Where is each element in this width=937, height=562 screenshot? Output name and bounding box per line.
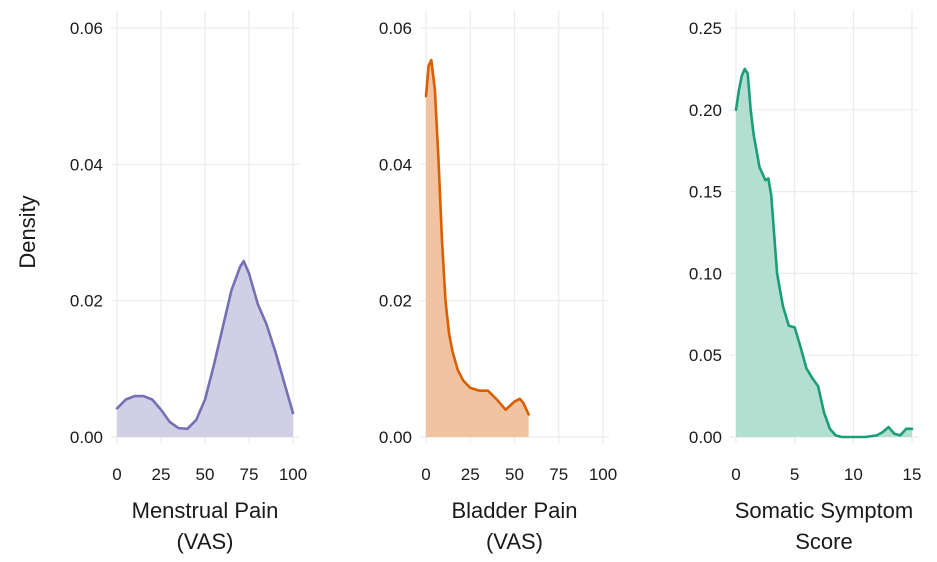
y-tick-label: 0.00 [689,428,722,447]
y-tick-label: 0.02 [70,292,103,311]
x-tick-label: 0 [421,465,430,484]
x-axis-title: Score [795,529,852,554]
x-tick-label: 100 [279,465,307,484]
x-axis-title: Bladder Pain [452,498,578,523]
y-tick-label: 0.10 [689,264,722,283]
y-tick-label: 0.00 [70,428,103,447]
x-tick-label: 25 [152,465,171,484]
x-tick-label: 100 [589,465,617,484]
density-line [424,58,530,416]
x-axis-title: (VAS) [486,529,543,554]
y-tick-label: 0.20 [689,101,722,120]
x-axis-title: Somatic Symptom [735,498,914,523]
x-axis-title: Menstrual Pain [132,498,279,523]
density-area [117,261,293,437]
y-tick-label: 0.00 [379,428,412,447]
y-tick-label: 0.04 [379,155,412,174]
y-axis-title: Density [15,195,40,268]
x-axis-title: (VAS) [176,529,233,554]
panel-2: 0.00 0.02 0.04 0.06 0 25 50 75 100 Bladder Pain (V… [379,10,617,554]
density-line [734,67,914,439]
x-tick-label: 10 [844,465,863,484]
panel-3: 0.00 0.05 0.10 0.15 0.20 0.25 0 5 10 15 Somatic Sy… [689,10,922,554]
y-tick-label: 0.06 [379,19,412,38]
density-area [736,68,912,438]
x-tick-label: 5 [790,465,799,484]
x-tick-label: 25 [461,465,480,484]
y-tick-label: 0.06 [70,19,103,38]
x-tick-label: 75 [549,465,568,484]
x-tick-label: 50 [196,465,215,484]
y-tick-label: 0.02 [379,292,412,311]
y-tick-label: 0.15 [689,183,722,202]
x-tick-label: 0 [112,465,121,484]
y-tick-label: 0.25 [689,19,722,38]
density-line [115,259,295,431]
y-tick-label: 0.04 [70,155,103,174]
density-area [426,60,529,437]
x-tick-label: 50 [505,465,524,484]
x-tick-label: 75 [240,465,259,484]
x-tick-label: 15 [903,465,922,484]
x-tick-label: 0 [731,465,740,484]
y-tick-label: 0.05 [689,346,722,365]
